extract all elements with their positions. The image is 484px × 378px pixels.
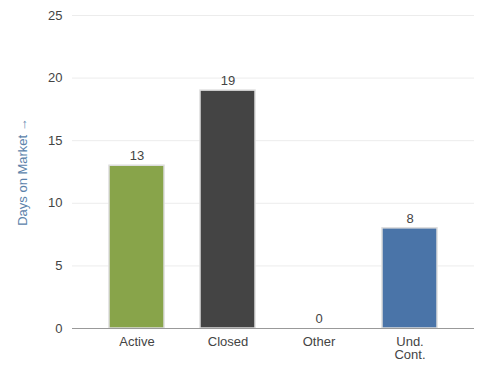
svg-text:8: 8 [406,211,413,226]
svg-text:15: 15 [48,133,62,148]
svg-text:19: 19 [221,73,235,88]
svg-text:0: 0 [55,321,62,336]
svg-text:Active: Active [119,334,154,349]
svg-text:20: 20 [48,70,62,85]
svg-text:25: 25 [48,8,62,23]
svg-text:5: 5 [55,258,62,273]
svg-text:Und.Cont.: Und.Cont. [394,334,425,362]
svg-text:13: 13 [130,148,144,163]
svg-text:Closed: Closed [208,334,248,349]
svg-text:Days on Market →: Days on Market → [15,118,30,226]
svg-text:10: 10 [48,195,62,210]
svg-text:0: 0 [315,311,322,326]
svg-text:Other: Other [303,334,336,349]
